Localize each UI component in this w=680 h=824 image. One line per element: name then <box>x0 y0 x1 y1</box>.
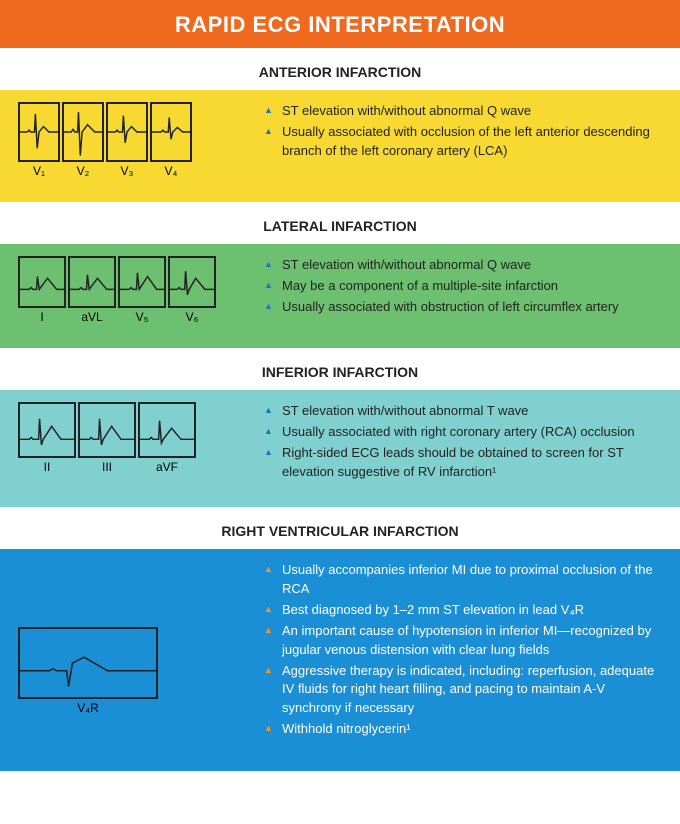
main-title: RAPID ECG INTERPRETATION <box>0 12 680 38</box>
lead-box <box>106 102 148 162</box>
lead-box <box>18 627 158 699</box>
lead-label: aVL <box>68 310 116 324</box>
section-heading: LATERAL INFARCTION <box>0 202 680 244</box>
lead-row <box>18 402 238 458</box>
bullet-item: Best diagnosed by 1–2 mm ST elevation in… <box>264 601 662 620</box>
bullets: ST elevation with/without abnormal Q wav… <box>238 256 662 319</box>
section-heading: INFERIOR INFARCTION <box>0 348 680 390</box>
bullet-item: ST elevation with/without abnormal Q wav… <box>264 256 662 275</box>
bullets: ST elevation with/without abnormal T wav… <box>238 402 662 483</box>
bullet-item: Aggressive therapy is indicated, includi… <box>264 662 662 719</box>
bullet-item: Usually associated with occlusion of the… <box>264 123 662 161</box>
bullet-item: An important cause of hypotension in inf… <box>264 622 662 660</box>
lead-box <box>68 256 116 308</box>
lead-label: I <box>18 310 66 324</box>
section-inferior: INFERIOR INFARCTIONIIIIIaVFST elevation … <box>0 348 680 507</box>
lead-labels: V₄R <box>18 701 238 715</box>
bullets: ST elevation with/without abnormal Q wav… <box>238 102 662 163</box>
section-rv: RIGHT VENTRICULAR INFARCTION V₄R Usually a… <box>0 507 680 771</box>
bullets: Usually accompanies inferior MI due to p… <box>238 561 662 741</box>
bullet-item: Withhold nitroglycerin¹ <box>264 720 662 739</box>
section-body: IaVLV₅V₆ ST elevation with/without abnorm… <box>0 244 680 348</box>
lead-label: V₁ <box>18 164 60 178</box>
lead-box <box>150 102 192 162</box>
lead-box <box>118 256 166 308</box>
bullet-item: Usually associated with obstruction of l… <box>264 298 662 317</box>
lead-label: aVF <box>138 460 196 474</box>
ecg-leads: V₄R <box>18 627 238 715</box>
ecg-leads: IaVLV₅V₆ <box>18 256 238 324</box>
lead-box <box>62 102 104 162</box>
lead-label: V₂ <box>62 164 104 178</box>
lead-label: III <box>78 460 136 474</box>
lead-label: V₄ <box>150 164 192 178</box>
bullet-item: ST elevation with/without abnormal Q wav… <box>264 102 662 121</box>
bullet-item: ST elevation with/without abnormal T wav… <box>264 402 662 421</box>
section-body: V₁V₂V₃V₄ ST elevation with/without abnorm… <box>0 90 680 202</box>
lead-row <box>18 102 238 162</box>
lead-labels: IaVLV₅V₆ <box>18 310 238 324</box>
section-heading: ANTERIOR INFARCTION <box>0 48 680 90</box>
section-heading: RIGHT VENTRICULAR INFARCTION <box>0 507 680 549</box>
lead-labels: IIIIIaVF <box>18 460 238 474</box>
title-bar: RAPID ECG INTERPRETATION <box>0 0 680 48</box>
lead-row <box>18 627 238 699</box>
lead-labels: V₁V₂V₃V₄ <box>18 164 238 178</box>
lead-box <box>168 256 216 308</box>
sections-container: ANTERIOR INFARCTION V₁V₂V₃V₄ ST elevation … <box>0 48 680 771</box>
lead-label: V₆ <box>168 310 216 324</box>
lead-box <box>138 402 196 458</box>
section-body: V₄R Usually accompanies inferior MI due t… <box>0 549 680 771</box>
ecg-leads: V₁V₂V₃V₄ <box>18 102 238 178</box>
section-lateral: LATERAL INFARCTION IaVLV₅V₆ ST elevation w… <box>0 202 680 348</box>
lead-label: V₅ <box>118 310 166 324</box>
lead-box <box>18 102 60 162</box>
lead-label: V₄R <box>18 701 158 715</box>
section-anterior: ANTERIOR INFARCTION V₁V₂V₃V₄ ST elevation … <box>0 48 680 202</box>
infographic-page: RAPID ECG INTERPRETATION ANTERIOR INFARC… <box>0 0 680 771</box>
bullet-item: Usually accompanies inferior MI due to p… <box>264 561 662 599</box>
bullet-item: Usually associated with right coronary a… <box>264 423 662 442</box>
lead-box <box>18 402 76 458</box>
lead-label: V₃ <box>106 164 148 178</box>
bullet-item: May be a component of a multiple-site in… <box>264 277 662 296</box>
bullet-item: Right-sided ECG leads should be obtained… <box>264 444 662 482</box>
lead-row <box>18 256 238 308</box>
section-body: IIIIIaVFST elevation with/without abnorm… <box>0 390 680 507</box>
ecg-leads: IIIIIaVF <box>18 402 238 474</box>
lead-box <box>78 402 136 458</box>
lead-label: II <box>18 460 76 474</box>
lead-box <box>18 256 66 308</box>
